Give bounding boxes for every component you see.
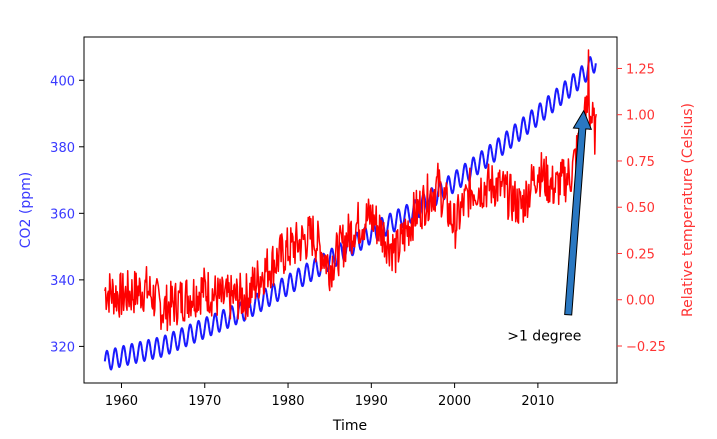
co2-tick-label: 340 — [50, 274, 75, 289]
co2-tick-label: 320 — [50, 340, 75, 355]
x-tick-label: 1980 — [271, 394, 304, 409]
co2-tick-label: 400 — [50, 74, 75, 89]
annotation-label: >1 degree — [507, 329, 581, 345]
temperature-tick-label: 1.00 — [626, 109, 655, 124]
x-tick-label: 1970 — [188, 394, 221, 409]
temperature-axis-label: Relative temperature (Celsius) — [680, 103, 696, 317]
co2-axis-ticks: 320 340 360 380 400 — [50, 74, 84, 355]
temperature-tick-label: 0.00 — [626, 294, 655, 309]
temperature-tick-label: 0.25 — [626, 247, 655, 262]
x-axis-label: Time — [332, 418, 367, 434]
annotation-group: >1 degree — [507, 109, 593, 345]
x-tick-label: 1990 — [355, 394, 388, 409]
temperature-tick-label: 1.25 — [626, 62, 655, 77]
plot-area — [103, 49, 597, 371]
co2-tick-label: 380 — [50, 141, 75, 156]
temperature-tick-label: −0.25 — [626, 340, 666, 355]
plot-frame — [83, 36, 618, 384]
x-tick-label: 2010 — [521, 394, 554, 409]
temperature-axis-ticks: −0.25 0.00 0.25 0.50 0.75 1.00 1.25 — [617, 62, 666, 355]
x-tick-label: 1960 — [105, 394, 138, 409]
temperature-series-line — [104, 49, 597, 332]
x-axis-ticks: 1960 1970 1980 1990 2000 2010 — [105, 383, 554, 409]
co2-tick-label: 360 — [50, 207, 75, 222]
annotation-arrow — [564, 109, 593, 316]
temperature-tick-label: 0.50 — [626, 201, 655, 216]
co2-axis-label: CO2 (ppm) — [18, 172, 34, 249]
x-tick-label: 2000 — [438, 394, 471, 409]
temperature-tick-label: 0.75 — [626, 155, 655, 170]
